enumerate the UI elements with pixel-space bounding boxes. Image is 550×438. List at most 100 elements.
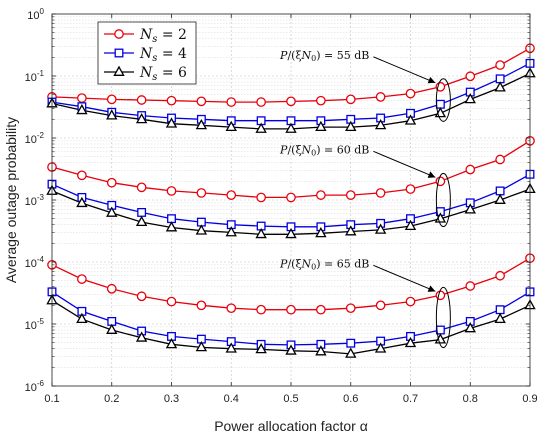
data-point	[106, 206, 118, 217]
legend-marker	[113, 65, 125, 76]
data-point	[285, 344, 297, 355]
data-point	[315, 345, 327, 356]
data-point	[77, 93, 87, 103]
group-ellipse	[435, 172, 451, 228]
data-point	[435, 290, 446, 301]
data-point	[225, 120, 237, 132]
legend-label: Ns = 6	[139, 65, 187, 83]
y-tick-exponent: -6	[37, 379, 45, 388]
data-point	[225, 342, 237, 353]
snr-annotation: P/(ξN0) = 55 dB	[279, 49, 369, 63]
data-point	[345, 120, 357, 132]
data-point	[136, 182, 147, 193]
data-point	[165, 337, 178, 349]
data-point	[316, 304, 326, 315]
x-tick-label: 0.3	[164, 393, 179, 405]
data-point	[195, 224, 208, 235]
legend-marker	[114, 29, 124, 39]
data-point	[286, 96, 296, 107]
data-point	[195, 341, 208, 352]
data-point	[464, 203, 476, 214]
snr-annotation: P/(ξN0) = 65 dB	[279, 257, 369, 271]
y-tick-exponent: -2	[37, 131, 45, 140]
data-point	[465, 164, 476, 175]
data-point	[494, 312, 506, 324]
data-point	[166, 296, 177, 307]
x-tick-label: 0.6	[343, 393, 358, 405]
data-point	[345, 94, 356, 105]
data-point	[106, 323, 118, 334]
data-point	[316, 95, 326, 106]
data-point	[256, 97, 266, 107]
data-point	[404, 336, 417, 348]
x-axis-title: Power allocation factor α	[214, 418, 368, 434]
data-point	[375, 92, 386, 102]
data-point	[135, 112, 148, 124]
data-point	[196, 96, 207, 107]
data-point	[225, 226, 237, 237]
data-point	[137, 207, 147, 217]
data-point	[255, 122, 267, 133]
snr-annotation: P/(ξN0) = 60 dB	[279, 143, 369, 157]
data-point	[464, 322, 476, 333]
data-point	[375, 188, 386, 198]
data-point	[404, 219, 417, 231]
data-point	[374, 223, 387, 234]
legend-marker	[114, 48, 124, 58]
data-point	[286, 304, 296, 315]
data-point	[345, 347, 357, 358]
data-point	[495, 186, 505, 196]
data-point	[135, 331, 148, 342]
axis-ticks: 0.1 0.2 0.3 0.4 0.5 0.6 0.7 0.8 0.910-610-510-41…	[25, 7, 538, 405]
x-tick-label: 0.7	[403, 393, 418, 405]
data-point	[106, 177, 117, 188]
x-tick-label: 0.5	[283, 393, 298, 405]
data-point	[166, 186, 177, 196]
data-point	[226, 97, 237, 107]
y-tick-exponent: -1	[37, 69, 45, 78]
data-point	[374, 119, 387, 130]
x-tick-label: 0.1	[44, 393, 59, 405]
group-ellipse	[435, 286, 451, 349]
data-point	[405, 184, 416, 194]
data-point	[465, 281, 476, 291]
data-point	[464, 93, 476, 104]
data-point	[435, 99, 445, 109]
data-point	[135, 215, 148, 227]
y-tick-exponent: 0	[40, 7, 45, 16]
y-tick-exponent: -4	[37, 255, 45, 264]
data-point	[226, 190, 237, 200]
data-point	[256, 192, 266, 203]
data-point	[494, 81, 506, 92]
data-point	[495, 60, 505, 70]
data-point	[106, 109, 118, 120]
data-point	[345, 303, 356, 314]
data-point	[76, 196, 88, 208]
data-point	[495, 154, 505, 165]
legend-label: Ns = 2	[139, 27, 187, 45]
data-point	[494, 193, 506, 204]
annotation-arrow	[373, 56, 436, 84]
data-point	[374, 342, 387, 353]
data-point	[316, 190, 326, 200]
data-point	[346, 338, 356, 348]
data-point	[404, 114, 417, 125]
x-tick-label: 0.4	[224, 393, 239, 405]
data-point	[165, 117, 178, 128]
data-point	[256, 304, 266, 315]
data-point	[226, 303, 237, 314]
data-point	[76, 103, 88, 115]
data-point	[315, 120, 327, 132]
data-point	[285, 122, 297, 133]
data-point	[405, 296, 416, 307]
data-point	[405, 88, 416, 99]
data-point	[77, 170, 87, 181]
data-point	[136, 95, 147, 105]
data-point	[106, 283, 117, 294]
x-tick-label: 0.9	[522, 393, 537, 405]
data-point	[495, 270, 505, 281]
data-point	[285, 227, 297, 239]
data-point	[195, 119, 208, 130]
data-point	[136, 291, 147, 302]
